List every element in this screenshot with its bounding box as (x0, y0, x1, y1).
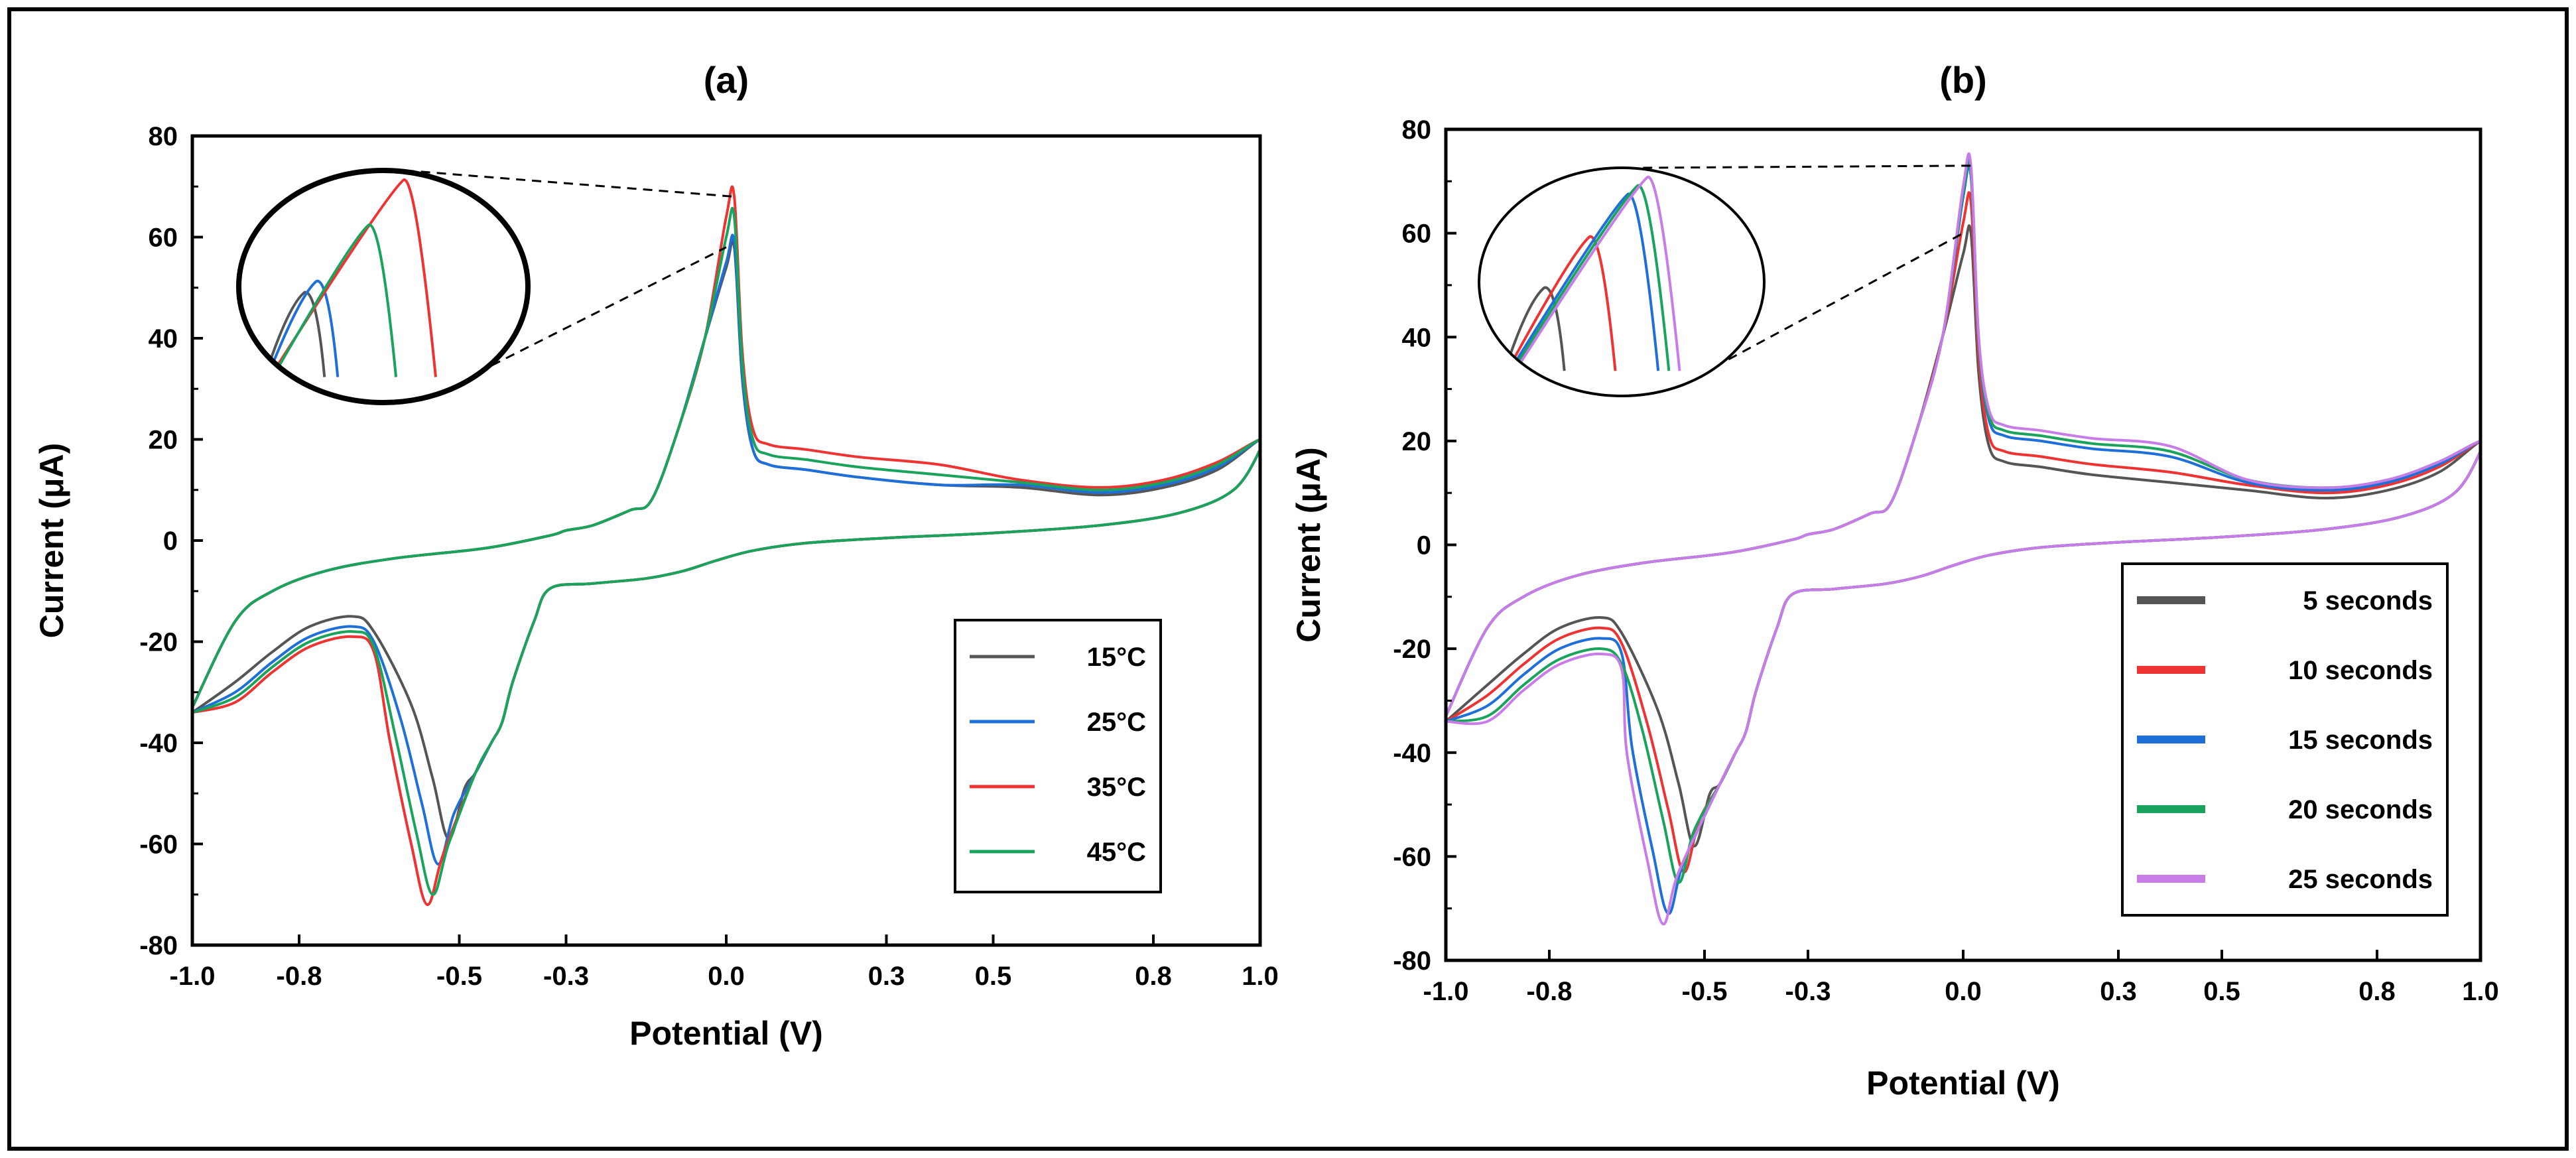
y-tick-label: -40 (1393, 739, 1431, 768)
y-tick-label: -60 (1393, 842, 1431, 871)
x-tick-label: -0.8 (1527, 977, 1573, 1006)
y-tick-label: 0 (1417, 531, 1431, 560)
y-tick-label: -20 (1393, 635, 1431, 664)
panel-title: (a) (704, 59, 749, 101)
inset-series-line (1503, 286, 1566, 371)
legend-label: 35°C (1087, 773, 1146, 802)
y-tick-label: -80 (1393, 946, 1431, 976)
x-tick-label: 0.3 (868, 962, 905, 991)
legend-label: 25°C (1087, 708, 1146, 737)
inset-border (1478, 166, 1766, 397)
y-tick-label: 80 (149, 122, 178, 151)
x-tick-label: 0.3 (2100, 977, 2137, 1006)
inset-background (239, 170, 528, 403)
zoom-inset (1478, 166, 1766, 397)
zoom-inset (236, 168, 531, 405)
zoom-leader-line (405, 169, 735, 198)
y-tick-label: 40 (1402, 323, 1432, 352)
x-tick-label: 1.0 (2462, 977, 2499, 1006)
legend-label: 20 seconds (2288, 795, 2433, 824)
y-tick-label: -40 (139, 729, 178, 758)
legend-label: 45°C (1087, 838, 1146, 867)
x-tick-label: -1.0 (170, 962, 216, 991)
y-tick-label: 20 (1402, 427, 1432, 456)
x-tick-label: 0.0 (708, 962, 745, 991)
inset-curves (263, 178, 437, 378)
inset-series-line (266, 279, 340, 378)
x-tick-label: -0.5 (436, 962, 482, 991)
y-tick-label: -80 (139, 931, 178, 960)
series-group (1446, 152, 2480, 926)
x-tick-label: 0.8 (2358, 977, 2396, 1006)
legend: 15°C 25°C 35°C 45°C (954, 619, 1162, 893)
legend: 5 seconds 10 seconds 15 seconds 20 seconds 2… (2121, 562, 2449, 917)
y-tick-label: 60 (1402, 220, 1432, 249)
series-line (1446, 152, 2480, 926)
x-tick-label: 0.0 (1945, 977, 1982, 1006)
x-tick-label: -0.8 (277, 962, 322, 991)
panel-b: (b) -1.0 -0.8 -0.5 -0.3 0.0 0.3 0.5 0.8 1.0 -80 -60… (1290, 59, 2499, 1102)
inset-series-line (1506, 235, 1617, 372)
legend-label: 10 seconds (2288, 656, 2433, 685)
x-tick-label: 0.8 (1135, 962, 1172, 991)
inset-series-line (263, 290, 326, 378)
zoom-leader-line (491, 246, 727, 367)
y-tick-label: 0 (163, 527, 178, 556)
x-tick-label: 1.0 (1242, 962, 1279, 991)
x-axis-title: Potential (V) (1866, 1064, 2060, 1102)
y-tick-label: 60 (149, 224, 178, 253)
y-tick-label: -60 (139, 830, 178, 860)
panel-a: (a) -1.0 -0.8 -0.5 -0.3 0.0 0.3 0.5 0.8 1.0 -80 -60… (33, 59, 1279, 1052)
legend-label: 5 seconds (2303, 586, 2433, 615)
x-tick-label: 0.5 (975, 962, 1012, 991)
inset-curves (1503, 175, 1681, 372)
zoom-leader-line (1728, 232, 1964, 361)
panel-title: (b) (1939, 59, 1987, 101)
inset-series-line (271, 223, 398, 378)
x-tick-label: -0.5 (1682, 977, 1728, 1006)
legend-label: 15 seconds (2288, 726, 2433, 755)
legend-label: 25 seconds (2288, 865, 2433, 894)
x-tick-label: -0.3 (1785, 977, 1831, 1006)
y-axis-title: Current (μA) (1290, 447, 1327, 642)
x-axis-title: Potential (V) (629, 1015, 823, 1052)
inset-series-line (1514, 175, 1681, 372)
inset-border (236, 168, 531, 405)
x-tick-label: -1.0 (1423, 977, 1469, 1006)
y-axis-title: Current (μA) (33, 443, 70, 638)
inset-series-line (269, 178, 437, 378)
inset-series-line (1509, 192, 1660, 372)
inset-background (1479, 168, 1764, 396)
y-tick-label: -20 (139, 628, 178, 657)
zoom-leader-line (1643, 164, 1971, 169)
y-tick-label: 80 (1402, 115, 1432, 145)
series-line (192, 206, 1260, 896)
y-tick-label: 40 (149, 324, 178, 354)
x-tick-label: -0.3 (543, 962, 589, 991)
x-tick-label: 0.5 (2203, 977, 2240, 1006)
inset-series-line (1512, 184, 1671, 372)
y-tick-label: 20 (149, 426, 178, 455)
legend-label: 15°C (1087, 643, 1146, 672)
legend-box (954, 619, 1162, 893)
series-group (192, 185, 1260, 906)
